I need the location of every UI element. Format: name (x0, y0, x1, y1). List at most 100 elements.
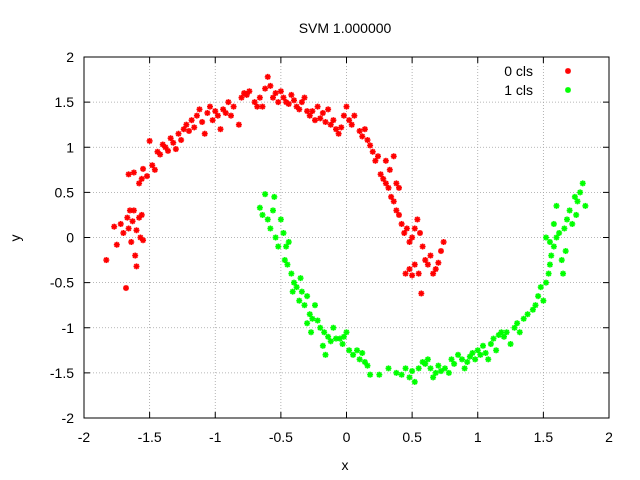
data-point (131, 251, 139, 260)
data-point (403, 224, 411, 233)
data-point (434, 361, 443, 370)
x-tick-label: 0.5 (402, 429, 422, 445)
data-point (515, 328, 524, 337)
data-point (164, 147, 172, 155)
x-tick-label: -1.5 (138, 429, 162, 445)
x-tick-label: 2 (605, 429, 613, 445)
data-point (389, 197, 398, 206)
x-tick-label: 0 (343, 429, 351, 445)
legend-label: 1 cls (504, 82, 533, 98)
data-point (311, 116, 319, 124)
data-point (174, 129, 183, 138)
data-point (193, 111, 201, 120)
x-tick-label: 1 (474, 429, 482, 445)
data-point (481, 349, 490, 357)
data-point (270, 193, 279, 201)
data-point (263, 215, 272, 224)
data-point (256, 93, 264, 102)
data-point (190, 123, 199, 132)
data-point (552, 202, 561, 210)
data-point (408, 271, 416, 280)
data-point (426, 364, 435, 373)
data-point (182, 120, 191, 129)
data-point (395, 211, 403, 219)
data-point (245, 87, 254, 96)
x-tick-label: -1 (209, 429, 222, 445)
y-tick-label: -1 (62, 320, 75, 336)
data-point (123, 213, 132, 222)
x-tick-label: -0.5 (269, 429, 293, 445)
data-point (156, 150, 164, 159)
data-point (284, 238, 293, 246)
data-point (561, 247, 570, 255)
data-point (227, 111, 235, 120)
data-point (576, 188, 584, 197)
data-point (298, 287, 306, 296)
data-point (581, 202, 590, 210)
data-point (274, 98, 283, 106)
data-point (198, 118, 206, 126)
y-axis-label: y (7, 235, 23, 242)
data-point (408, 233, 416, 242)
data-point (206, 102, 214, 111)
data-point (539, 296, 548, 305)
data-point (187, 116, 196, 124)
data-point (471, 355, 479, 364)
data-point (340, 111, 348, 120)
data-point (127, 238, 136, 246)
y-tick-label: 0 (66, 230, 74, 246)
data-point (487, 340, 495, 348)
data-point (565, 206, 574, 215)
data-point (559, 269, 567, 278)
data-point (266, 224, 275, 233)
data-point (216, 125, 225, 133)
data-point (410, 378, 419, 386)
data-point (172, 145, 180, 153)
y-tick-label: -2 (62, 410, 75, 426)
data-point (277, 87, 285, 96)
grid-lines (84, 57, 609, 418)
data-point (130, 206, 138, 215)
data-point (523, 310, 532, 319)
axis-ticks (83, 56, 610, 419)
data-point (279, 229, 288, 237)
data-point (203, 109, 212, 117)
data-point (208, 116, 217, 124)
data-point (124, 170, 133, 179)
data-point (405, 373, 414, 382)
data-point (578, 179, 587, 188)
y-tick-label: 1.5 (55, 94, 75, 110)
data-point (366, 370, 374, 379)
data-point (132, 262, 141, 271)
data-point (563, 215, 571, 224)
data-point (338, 340, 347, 348)
data-point (358, 132, 367, 141)
data-point (263, 73, 272, 81)
data-point (568, 220, 577, 228)
data-point (353, 346, 361, 355)
data-point (151, 166, 159, 174)
data-point (274, 242, 283, 251)
data-point (536, 283, 545, 291)
data-point (547, 251, 556, 260)
data-point (337, 123, 346, 132)
data-point (300, 93, 309, 102)
data-point (116, 220, 125, 228)
data-point (502, 328, 511, 337)
data-point (235, 120, 243, 129)
data-point (413, 215, 422, 224)
data-point (460, 364, 469, 373)
data-point (214, 111, 222, 120)
x-axis-label: x (342, 457, 349, 473)
data-point (476, 351, 485, 359)
data-point (110, 222, 118, 231)
data-point (484, 355, 493, 364)
data-point (424, 260, 432, 269)
data-point (313, 316, 322, 325)
data-point (437, 247, 445, 255)
data-point (355, 355, 364, 364)
data-point (573, 197, 582, 206)
data-point (392, 369, 401, 377)
data-point (397, 370, 406, 379)
